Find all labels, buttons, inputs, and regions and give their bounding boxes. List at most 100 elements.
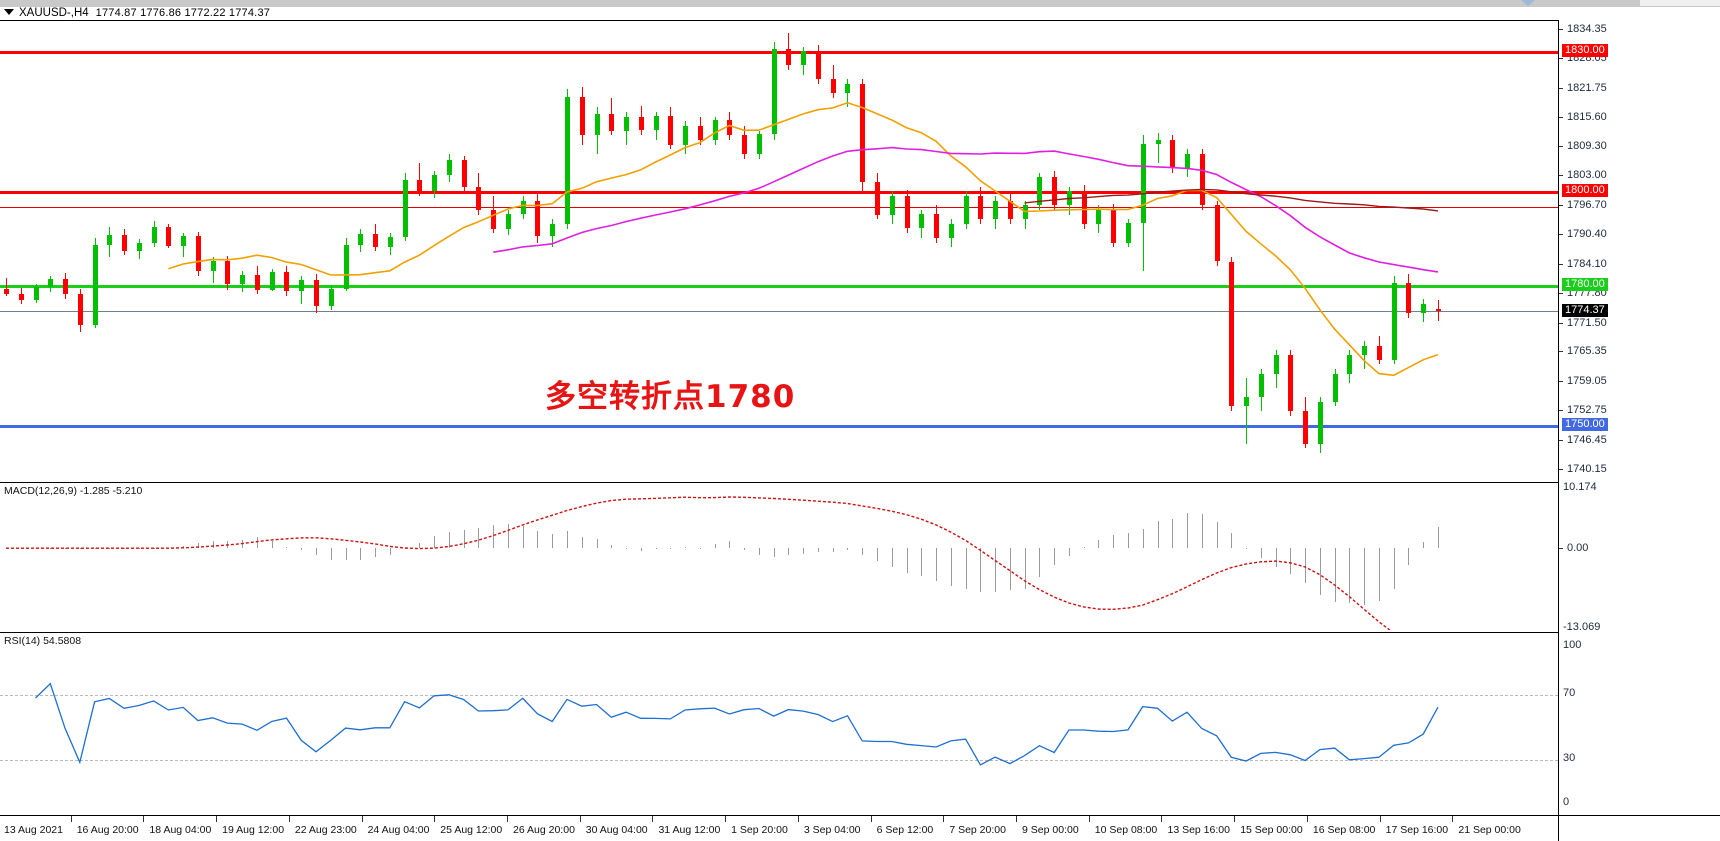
candle-body: [314, 280, 320, 307]
macd-histogram-bar: [448, 532, 450, 549]
time-tick: [143, 816, 145, 822]
macd-histogram-bar: [552, 534, 554, 549]
macd-histogram-bar: [1127, 532, 1129, 549]
time-tick: [797, 816, 799, 822]
scrollbar-thumb[interactable]: [0, 0, 1640, 6]
time-tick: [943, 816, 945, 822]
candle-body: [771, 49, 777, 135]
rsi-panel[interactable]: RSI(14) 54.5808: [0, 632, 1558, 815]
price-level-line-1830[interactable]: [0, 51, 1558, 55]
candle-body: [520, 200, 526, 214]
price-tick-label: 1821.75: [1567, 81, 1607, 94]
ohlc-values: 1774.87 1776.86 1772.22 1774.37: [95, 7, 271, 19]
macd-histogram-bar: [478, 528, 480, 549]
macd-histogram-bar: [626, 548, 628, 550]
price-level-line-1800[interactable]: [0, 191, 1558, 195]
candle-body: [564, 97, 570, 225]
candle-body: [535, 200, 541, 237]
price-level-line-1750[interactable]: [0, 424, 1558, 428]
macd-histogram-bar: [360, 548, 362, 561]
time-axis-label: 18 Aug 04:00: [149, 824, 212, 836]
price-badge-1800-00[interactable]: 1800.00: [1562, 184, 1608, 198]
time-axis-label: 19 Aug 12:00: [222, 824, 285, 836]
rsi-line-overlay: [35, 682, 1439, 766]
macd-histogram-bar: [581, 536, 583, 549]
macd-histogram-bar: [183, 545, 185, 549]
symbol-label: XAUUSD-,H4: [19, 7, 89, 19]
candle-wick: [6, 278, 7, 297]
price-badge-1774-37[interactable]: 1774.37: [1562, 304, 1608, 318]
rsi-plot-area[interactable]: [0, 633, 1558, 815]
price-tick-label: 1784.10: [1567, 257, 1607, 270]
candle-body: [77, 294, 83, 325]
macd-histogram-bar: [493, 524, 495, 549]
macd-histogram-bar: [1024, 548, 1026, 590]
candle-body: [284, 271, 290, 292]
price-badge-1750-00[interactable]: 1750.00: [1562, 417, 1608, 431]
price-plot-area[interactable]: [0, 21, 1558, 480]
time-axis[interactable]: 13 Aug 2021 16 Aug 20:00 18 Aug 04:00 19 Au…: [0, 815, 1558, 841]
price-scale[interactable]: 1834.35 1828.05 1821.75 1815.60 1809.30 1803.…: [1558, 20, 1720, 815]
price-level-line-1780[interactable]: [0, 284, 1558, 288]
candle-body: [845, 84, 851, 94]
macd-histogram-bar: [375, 548, 377, 557]
price-panel[interactable]: 多空转折点1780: [0, 20, 1558, 480]
macd-plot-area[interactable]: [0, 483, 1558, 630]
macd-histogram-bar: [419, 542, 421, 549]
candle-body: [299, 280, 305, 292]
candle-body: [225, 260, 231, 284]
candle-body: [1111, 210, 1117, 243]
price-badge-1780-00[interactable]: 1780.00: [1562, 277, 1608, 291]
candle-wick: [1364, 340, 1366, 369]
rsi-line: [35, 682, 1439, 766]
macd-histogram-bar: [389, 548, 391, 555]
candle-body: [1332, 373, 1338, 402]
macd-histogram-bar: [670, 548, 672, 550]
macd-histogram-bar: [640, 548, 642, 552]
candle-body: [210, 260, 216, 271]
macd-histogram-bar: [758, 548, 760, 556]
candle-body: [373, 234, 379, 247]
time-tick: [725, 816, 727, 822]
macd-histogram-bar: [1364, 548, 1366, 605]
price-level-line-1796-7[interactable]: [0, 206, 1558, 208]
time-axis-label: 10 Sep 08:00: [1094, 824, 1158, 836]
candle-body: [181, 236, 187, 246]
time-axis-label: 30 Aug 04:00: [585, 824, 648, 836]
candle-body: [195, 236, 201, 271]
candle-body: [875, 182, 880, 215]
price-tick-label: 1809.30: [1567, 140, 1607, 153]
candle-body: [122, 235, 128, 252]
time-axis-label: 22 Aug 23:00: [294, 824, 357, 836]
candle-body: [948, 224, 954, 239]
ma-darkred-line: [1024, 188, 1439, 212]
macd-histogram-bar: [596, 539, 598, 549]
price-badge-1830-00[interactable]: 1830.00: [1562, 44, 1608, 58]
candle-body: [1421, 303, 1427, 313]
price-level-line-1774-37[interactable]: [0, 311, 1558, 313]
macd-histogram-bar: [1113, 534, 1115, 549]
macd-panel[interactable]: MACD(12,26,9) -1.285 -5.210: [0, 482, 1558, 630]
chart-annotation-text: 多空转折点1780: [545, 379, 796, 415]
candle-body: [1199, 154, 1205, 206]
time-tick: [361, 816, 363, 822]
macd-histogram-bar: [345, 548, 347, 561]
macd-label: MACD(12,26,9) -1.285 -5.210: [4, 485, 143, 497]
macd-histogram-bar: [832, 548, 834, 553]
time-tick: [652, 816, 654, 822]
candle-body: [993, 200, 999, 220]
candle-body: [4, 288, 9, 294]
ma-orange-line: [168, 101, 1439, 377]
time-tick: [1379, 816, 1381, 822]
candle-body: [476, 186, 482, 211]
triangle-down-icon[interactable]: [4, 9, 14, 16]
horizontal-scrollbar[interactable]: [0, 0, 1720, 7]
macd-histogram-bar: [744, 548, 746, 551]
time-axis-label: 31 Aug 12:00: [658, 824, 721, 836]
candle-body: [1096, 210, 1102, 225]
time-tick: [1452, 816, 1454, 822]
rsi-scale-section: 100 70 30 0: [1559, 632, 1720, 815]
candle-body: [697, 126, 703, 141]
macd-histogram-bar: [286, 546, 288, 549]
candle-body: [1214, 205, 1220, 262]
